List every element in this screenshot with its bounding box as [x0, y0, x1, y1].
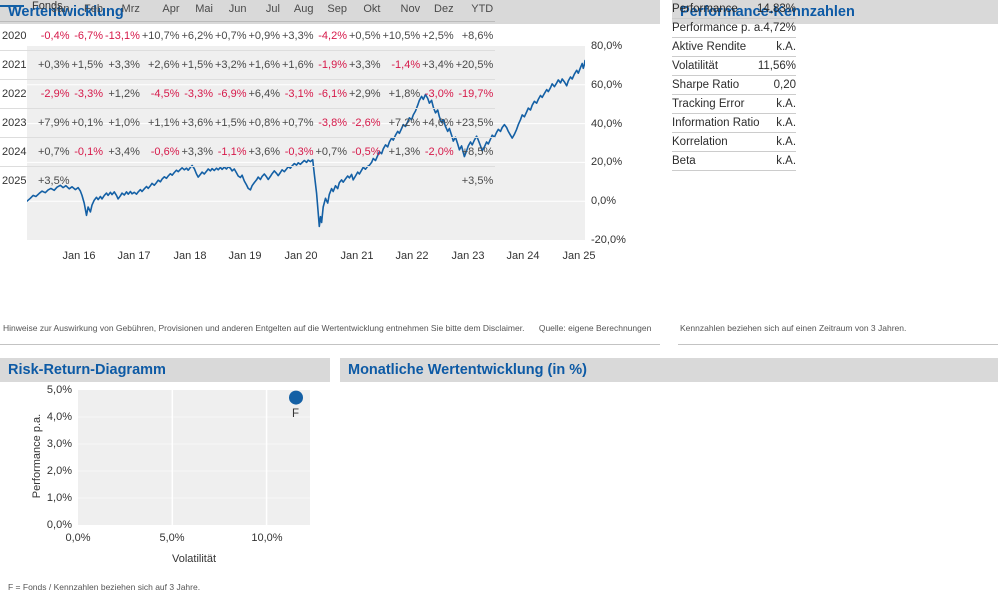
panel-title: Monatliche Wertentwicklung (in %)	[348, 362, 587, 378]
panel-title: Wertentwicklung	[8, 4, 124, 20]
risk-return-footnote: F = Fonds / Kennzahlen beziehen sich auf…	[8, 582, 201, 592]
kennzahlen-panel: Performance-Kennzahlen Performance 14,83%…	[670, 0, 1000, 350]
x-tick-label: Jan 16	[62, 250, 96, 262]
risk-return-panel: Risk-Return-Diagramm 5,0% 4,0% 3,0% 2,0% 1,0…	[0, 352, 335, 598]
chart-legend: Fonds	[0, 0, 63, 12]
x-tick-label: Jan 24	[506, 250, 540, 262]
kennzahl-value: k.A.	[776, 117, 797, 129]
kennzahl-value: 0,20	[773, 79, 797, 91]
x-tick-label: Jan 23	[451, 250, 485, 262]
rr-y-tick-label: 2,0%	[46, 465, 72, 477]
x-tick-label: Jan 18	[173, 250, 207, 262]
kennzahl-value: k.A.	[776, 98, 797, 110]
source-text: Quelle: eigene Berechnungen	[538, 323, 652, 333]
x-tick-label: Jan 21	[340, 250, 374, 262]
performance-line-chart-svg	[26, 59, 586, 228]
kennzahl-row: Tracking Error k.A.	[672, 95, 797, 114]
x-tick-label: Jan 25	[562, 250, 596, 262]
risk-return-header: Risk-Return-Diagramm	[0, 358, 330, 382]
chart-footnote: Hinweise zur Auswirkung von Gebühren, Pr…	[3, 323, 658, 333]
divider	[678, 344, 998, 345]
kennzahlen-footnote: Kennzahlen beziehen sich auf einen Zeitr…	[680, 323, 907, 333]
rr-x-tick-label: 0,0%	[65, 532, 91, 544]
kennzahlen-header: Performance-Kennzahlen	[672, 0, 998, 24]
kennzahl-row: Performance 14,83%	[672, 0, 797, 19]
x-tick-label: Jan 22	[395, 250, 429, 262]
x-tick-label: Jan 17	[117, 250, 151, 262]
kennzahl-row: Korrelation k.A.	[672, 133, 797, 152]
kennzahl-value: k.A.	[776, 41, 797, 53]
risk-return-scatter	[78, 390, 310, 525]
kennzahl-label: Beta	[672, 155, 696, 167]
risk-return-scatter-svg	[78, 390, 310, 525]
rr-y-tick-label: 4,0%	[46, 411, 72, 423]
kennzahl-row: Volatilität 11,56%	[672, 57, 797, 76]
kennzahl-row: Information Ratio k.A.	[672, 114, 797, 133]
performance-chart-header: Wertentwicklung	[0, 0, 660, 24]
kennzahl-label: Information Ratio	[672, 117, 760, 129]
divider	[0, 344, 660, 345]
legend-line-swatch	[0, 5, 24, 7]
kennzahl-label: Aktive Rendite	[672, 41, 747, 53]
fund-scatter-point	[289, 390, 303, 405]
kennzahl-label: Performance	[672, 3, 738, 15]
fund-point-label: F	[292, 408, 300, 420]
monthly-header: Monatliche Wertentwicklung (in %)	[340, 358, 998, 382]
kennzahl-label: Performance p. a.	[672, 22, 764, 34]
performance-chart-panel: Wertentwicklung 80,0% 60,0% 40,0% 20,0% 0,0%…	[0, 0, 660, 350]
legend-label: Fonds	[32, 0, 63, 12]
kennzahl-row: Performance p. a. 4,72%	[672, 19, 797, 38]
kennzahlen-table: Performance 14,83% Performance p. a. 4,72% A…	[672, 0, 797, 171]
kennzahl-label: Sharpe Ratio	[672, 79, 740, 91]
kennzahl-value: 4,72%	[763, 22, 797, 34]
kennzahl-row: Aktive Rendite k.A.	[672, 38, 797, 57]
x-tick-label: Jan 20	[284, 250, 318, 262]
kennzahl-label: Tracking Error	[672, 98, 745, 110]
panel-title: Performance-Kennzahlen	[680, 4, 855, 20]
kennzahl-row: Beta k.A.	[672, 152, 797, 171]
kennzahl-label: Korrelation	[672, 136, 728, 148]
kennzahl-value: 14,83%	[757, 3, 797, 15]
fees-disclaimer-text: Hinweise zur Auswirkung von Gebühren, Pr…	[3, 323, 525, 333]
x-tick-label: Jan 19	[228, 250, 262, 262]
kennzahl-value: k.A.	[776, 155, 797, 167]
y-tick-label: 0,0%	[591, 195, 617, 207]
rr-y-tick-label: 5,0%	[46, 384, 72, 396]
kennzahl-value: 11,56%	[757, 60, 797, 72]
panel-title: Risk-Return-Diagramm	[8, 362, 166, 378]
performance-line-chart	[26, 46, 586, 240]
y-tick-label: -20,0%	[591, 234, 626, 246]
rr-x-axis-title: Volatilität	[171, 553, 217, 565]
y-tick-label: 40,0%	[591, 118, 623, 130]
rr-y-tick-label: 3,0%	[46, 438, 72, 450]
y-tick-label: 80,0%	[591, 40, 623, 52]
kennzahl-value: k.A.	[776, 136, 797, 148]
rr-y-tick-label: 0,0%	[46, 519, 72, 531]
rr-y-tick-label: 1,0%	[46, 492, 72, 504]
y-tick-label: 20,0%	[591, 156, 623, 168]
rr-y-axis-title: Performance p.a.	[31, 413, 43, 499]
kennzahl-row: Sharpe Ratio 0,20	[672, 76, 797, 95]
y-tick-label: 60,0%	[591, 79, 623, 91]
kennzahl-label: Volatilität	[672, 60, 719, 72]
rr-x-tick-label: 10,0%	[251, 532, 283, 544]
rr-x-tick-label: 5,0%	[159, 532, 185, 544]
